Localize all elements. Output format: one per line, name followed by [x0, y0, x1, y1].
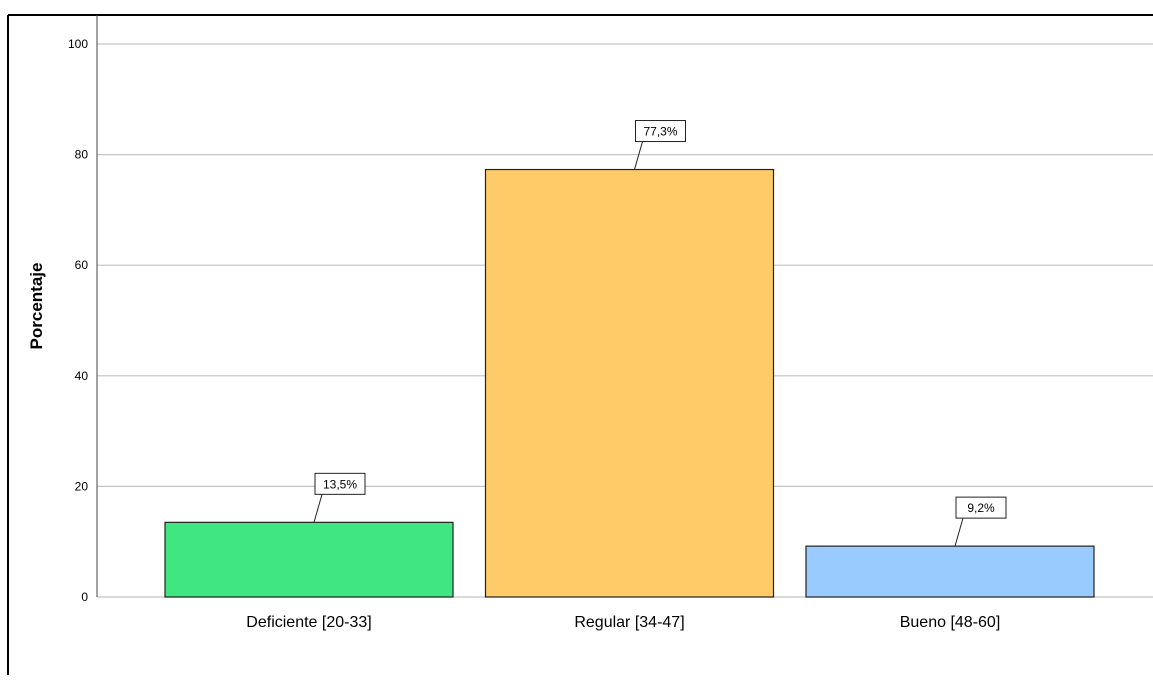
bar — [805, 545, 1095, 598]
data-label: 13,5% — [323, 477, 357, 491]
y-tick-label: 0 — [81, 590, 88, 604]
data-label-leader — [313, 494, 323, 523]
data-label-leader — [634, 141, 643, 170]
data-label: 77,3% — [643, 125, 677, 139]
y-axis-title: Porcentaje — [27, 263, 46, 350]
y-tick-label: 80 — [75, 148, 89, 162]
data-label: 9,2% — [967, 501, 995, 515]
x-tick-label: Regular [34-47] — [574, 614, 684, 631]
y-tick-labels: 0 20 40 60 80 100 — [68, 37, 88, 604]
y-tick-label: 20 — [75, 479, 89, 493]
data-labels: 13,5% 77,3% 9,2% — [313, 120, 1007, 547]
y-tick-label: 100 — [68, 37, 88, 51]
bar — [484, 168, 775, 598]
y-tick-label: 40 — [75, 369, 89, 383]
x-tick-label: Bueno [48-60] — [900, 614, 1001, 631]
x-tick-labels: Deficiente [20-33] Regular [34-47] Bueno [… — [246, 614, 1000, 631]
data-label-box — [314, 472, 366, 495]
bar — [164, 521, 454, 598]
y-tick-label: 60 — [75, 258, 89, 272]
data-label-leader — [954, 517, 964, 547]
x-tick-label: Deficiente [20-33] — [246, 614, 371, 631]
bars — [164, 168, 1095, 598]
data-label-box — [955, 496, 1007, 519]
data-label-box — [635, 120, 686, 143]
